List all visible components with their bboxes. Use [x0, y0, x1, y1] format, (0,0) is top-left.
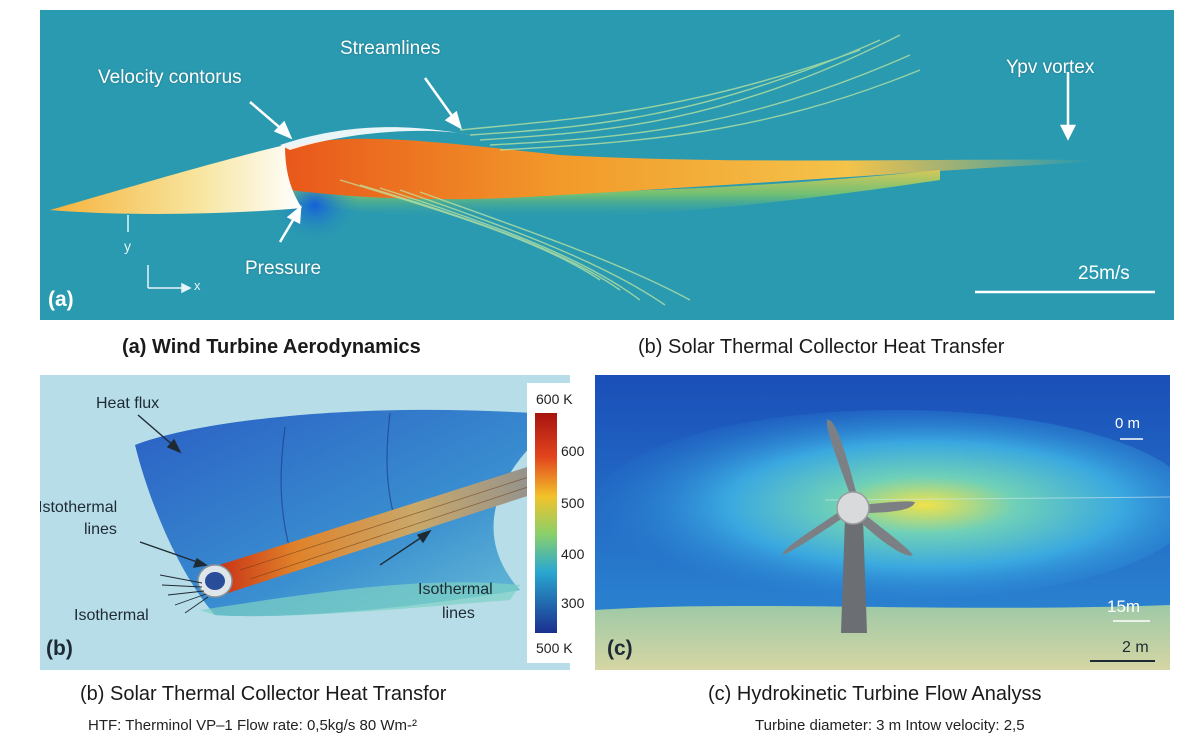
- colorbar-tick-500: 500: [561, 495, 585, 511]
- airfoil-flow-figure: [50, 34, 1155, 306]
- x-axis-label: x: [194, 278, 201, 293]
- caption-wind-turbine: (a) Wind Turbine Aerodynamics: [122, 336, 421, 358]
- velocity-contours-label: Velocity contorus: [98, 67, 242, 88]
- caption-solar-collector-bottom: (b) Solar Thermal Collector Heat Transfo…: [80, 683, 447, 705]
- solar-collector-panel: Heat flux Istothermal lines Isothermal I…: [40, 375, 570, 670]
- y-axis-label: y: [124, 238, 131, 254]
- istothermal-label: Istothermal: [40, 499, 118, 516]
- caption-hydrokinetic-turbine: (c) Hydrokinetic Turbine Flow Analyss: [708, 683, 1042, 705]
- panel-b-letter: (b): [46, 637, 73, 660]
- colorbar-min-label: 500 K: [536, 640, 573, 656]
- caption-solar-collector: (b) Solar Thermal Collector Heat Transfe…: [638, 336, 1005, 358]
- hydrokinetic-turbine-panel: 0 m 15m 2 m (c): [595, 375, 1170, 670]
- wind-turbine-panel: Velocity contorus Streamlines Ypv vortex…: [40, 10, 1174, 320]
- colorbar-tick-400: 400: [561, 546, 585, 562]
- isothermal-lines-title-label: Isothermal: [418, 581, 493, 598]
- caption-solar-collector-params: HTF: Therminol VP–1 Flow rate: 0,5kg/s 8…: [88, 717, 417, 734]
- streamlines-label: Streamlines: [340, 38, 441, 59]
- depth-0m-label: 0 m: [1115, 415, 1141, 432]
- vortex-label: Ypv vortex: [1006, 57, 1095, 78]
- length-scale-label: 2 m: [1122, 639, 1149, 656]
- heat-flux-label: Heat flux: [96, 395, 160, 412]
- isothermal-label: Isothermal: [74, 607, 149, 624]
- hydrokinetic-turbine-figure: [595, 375, 1170, 670]
- panel-a-letter: (a): [48, 288, 74, 311]
- depth-15m-label: 15m: [1107, 597, 1141, 616]
- colorbar-tick-600: 600: [561, 443, 585, 459]
- istothermal-lines-label: lines: [84, 521, 117, 538]
- panel-c-letter: (c): [607, 637, 633, 660]
- isothermal-lines-suffix-label: lines: [442, 605, 475, 622]
- solar-collector-figure: [135, 409, 564, 617]
- colorbar-gradient: [535, 413, 557, 633]
- caption-hydrokinetic-params: Turbine diameter: 3 m Intow velocity: 2,…: [755, 717, 1025, 734]
- velocity-scale-label: 25m/s: [1078, 263, 1130, 284]
- pressure-label: Pressure: [245, 258, 322, 279]
- colorbar-box: 600 K 600 500 400 300 500 K: [527, 383, 587, 663]
- colorbar-tick-300: 300: [561, 595, 585, 611]
- colorbar-max-label: 600 K: [536, 391, 573, 407]
